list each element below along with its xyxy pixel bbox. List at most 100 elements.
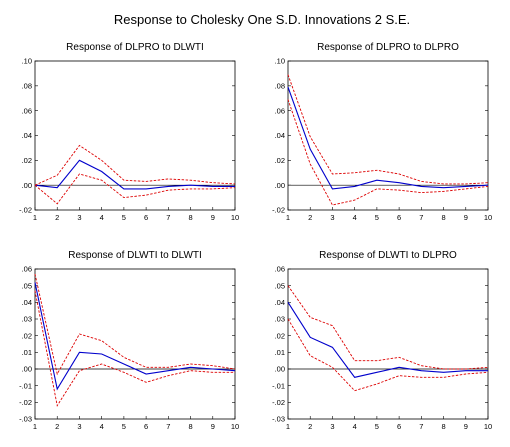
upper-band-line — [287, 285, 489, 370]
upper-band-line — [34, 273, 236, 376]
response-line — [34, 282, 236, 391]
upper-band-line — [34, 144, 236, 186]
y-tick-label: -.02 — [272, 206, 285, 215]
lower-band-line — [287, 99, 489, 206]
x-tick-label: 7 — [419, 213, 423, 222]
x-tick-label: 8 — [441, 422, 445, 431]
y-tick-label: .06 — [275, 265, 285, 274]
y-tick-label: .02 — [275, 156, 285, 165]
lower-band-line — [287, 318, 489, 392]
x-tick-label: 3 — [77, 422, 81, 431]
response-line — [34, 159, 235, 190]
x-tick-label: 2 — [308, 422, 312, 431]
x-tick-label: 4 — [100, 422, 104, 431]
y-tick-label: .03 — [275, 315, 285, 324]
x-tick-label: 8 — [441, 213, 445, 222]
y-tick-label: .01 — [22, 348, 32, 357]
x-tick-label: 2 — [55, 213, 59, 222]
y-tick-label: .01 — [275, 348, 285, 357]
y-tick-label: -.03 — [19, 415, 32, 424]
panel-dlwti-to-dlpro: Response of DLWTI to DLPRO .06 .05 .04 .03.… — [272, 250, 492, 431]
x-tick-label: 7 — [419, 422, 423, 431]
x-tick-label: 9 — [211, 422, 215, 431]
x-tick-label: 10 — [484, 213, 492, 222]
x-tick-label: 8 — [188, 213, 192, 222]
y-tick-label: .04 — [22, 131, 32, 140]
y-tick-label: .10 — [275, 57, 285, 66]
y-tick-label: .02 — [22, 156, 32, 165]
x-tick-label: 1 — [33, 422, 37, 431]
panel-dlpro-to-dlpro: Response of DLPRO to DLPRO .10 .08 .06 .04.… — [272, 42, 492, 222]
x-tick-label: 4 — [100, 213, 104, 222]
plot-frame — [287, 268, 489, 420]
x-tick-label: 3 — [77, 213, 81, 222]
y-tick-label: .04 — [22, 298, 32, 307]
x-tick-label: 7 — [166, 213, 170, 222]
y-tick-label: .06 — [22, 265, 32, 274]
y-tick-label: -.02 — [19, 398, 32, 407]
y-tick-label: .08 — [275, 81, 285, 90]
y-tick-label: .00 — [275, 181, 285, 190]
x-tick-label: 5 — [375, 213, 379, 222]
y-tick-label: -.02 — [272, 398, 285, 407]
y-tick-label: .06 — [22, 106, 32, 115]
y-tick-label: .04 — [275, 131, 285, 140]
x-tick-label: 5 — [122, 213, 126, 222]
upper-band-line — [287, 74, 489, 185]
plot-frame — [34, 60, 236, 211]
y-tick-label: .06 — [275, 106, 285, 115]
y-tick-label: -.01 — [272, 381, 285, 390]
y-tick-label: .10 — [22, 57, 32, 66]
plot-frame — [34, 268, 236, 420]
x-tick-label: 6 — [397, 422, 401, 431]
lower-band-line — [34, 173, 236, 205]
x-tick-label: 5 — [375, 422, 379, 431]
response-line — [287, 86, 489, 190]
y-tick-label: .00 — [22, 181, 32, 190]
y-tick-label: .00 — [275, 365, 285, 374]
y-tick-label: -.03 — [272, 415, 285, 424]
x-tick-label: 9 — [464, 213, 468, 222]
x-tick-label: 9 — [211, 213, 215, 222]
x-tick-label: 1 — [286, 422, 290, 431]
x-tick-label: 1 — [286, 213, 290, 222]
x-tick-label: 6 — [144, 422, 148, 431]
y-tick-label: .04 — [275, 298, 285, 307]
x-tick-label: 6 — [144, 213, 148, 222]
x-tick-label: 10 — [231, 213, 239, 222]
x-tick-label: 3 — [330, 422, 334, 431]
y-tick-label: .00 — [22, 365, 32, 374]
y-tick-label: .02 — [22, 331, 32, 340]
plot-frame — [287, 60, 489, 211]
y-tick-label: .05 — [22, 281, 32, 290]
x-tick-label: 5 — [122, 422, 126, 431]
x-tick-label: 4 — [353, 422, 357, 431]
x-tick-label: 6 — [397, 213, 401, 222]
lower-band-line — [34, 290, 235, 407]
y-tick-label: .02 — [275, 331, 285, 340]
x-tick-label: 9 — [464, 422, 468, 431]
x-tick-label: 10 — [484, 422, 492, 431]
panel-title: Response of DLPRO to DLWTI — [66, 42, 204, 53]
response-line — [287, 302, 488, 378]
y-tick-label: .08 — [22, 81, 32, 90]
y-tick-label: -.01 — [19, 381, 32, 390]
x-tick-label: 2 — [55, 422, 59, 431]
x-tick-label: 4 — [353, 213, 357, 222]
y-tick-label: -.02 — [19, 206, 32, 215]
figure-title: Response to Cholesky One S.D. Innovation… — [114, 12, 410, 27]
panel-title: Response of DLWTI to DLWTI — [68, 250, 202, 261]
x-tick-label: 8 — [188, 422, 192, 431]
panel-dlpro-to-dlwti: Response of DLPRO to DLWTI .10 .08 .06 .04.… — [19, 42, 239, 222]
x-tick-label: 7 — [166, 422, 170, 431]
x-tick-label: 1 — [33, 213, 37, 222]
x-tick-label: 10 — [231, 422, 239, 431]
y-tick-label: .05 — [275, 281, 285, 290]
x-tick-label: 2 — [308, 213, 312, 222]
x-tick-label: 3 — [330, 213, 334, 222]
panel-title: Response of DLPRO to DLPRO — [317, 42, 459, 53]
panel-title: Response of DLWTI to DLPRO — [319, 250, 457, 261]
panel-dlwti-to-dlwti: Response of DLWTI to DLWTI .06 .05 .04 .03.… — [19, 250, 239, 431]
y-tick-label: .03 — [22, 315, 32, 324]
